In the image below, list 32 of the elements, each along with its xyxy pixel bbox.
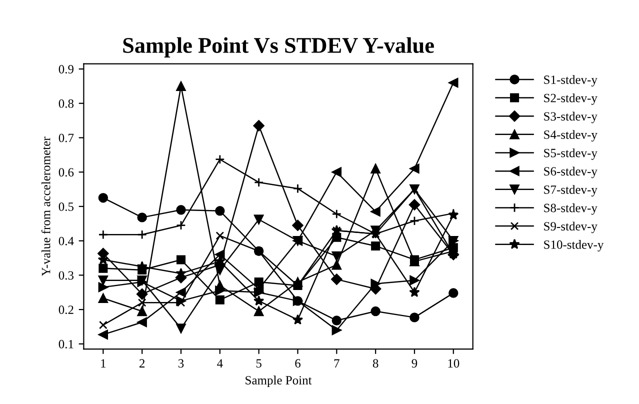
x-tick-label: 9: [412, 359, 418, 368]
x-tick-label: 8: [372, 359, 378, 368]
legend-label: S6-stdev-y: [544, 166, 598, 178]
legend-label: S1-stdev-y: [544, 75, 598, 87]
x-tick-label: 1: [101, 359, 106, 368]
y-tick-label: 0.8: [58, 99, 74, 108]
y-tick-label: 0.5: [58, 202, 74, 211]
x-tick-label: 5: [256, 359, 262, 368]
legend-label: S9-stdev-y: [544, 222, 598, 234]
x-tick-label: 6: [295, 359, 300, 368]
legend-label: S10-stdev-y: [544, 240, 604, 252]
x-tick-label: 4: [217, 359, 223, 368]
legend-label: S5-stdev-y: [544, 148, 598, 160]
x-tick-label: 10: [448, 359, 460, 368]
y-tick-label: 0.1: [58, 340, 74, 348]
x-tick-label: 7: [334, 359, 340, 368]
legend-label: S2-stdev-y: [544, 93, 598, 105]
y-tick-label: 0.7: [58, 134, 74, 142]
legend-label: S8-stdev-y: [544, 203, 598, 215]
x-tick-label: 2: [140, 359, 145, 368]
y-tick-label: 0.4: [58, 236, 74, 246]
legend-label: S7-stdev-y: [544, 185, 598, 196]
y-tick-label: 0.6: [58, 168, 74, 177]
y-tick-label: 0.2: [58, 306, 74, 314]
chart-title: Sample Point Vs STDEV Y-value: [123, 37, 434, 58]
x-tick-label: 3: [178, 359, 184, 368]
y-axis-title: Y-value from accelerometer: [41, 136, 50, 276]
x-axis-title: Sample Point: [246, 376, 312, 388]
legend-label: S3-stdev-y: [544, 112, 598, 124]
y-tick-label: 0.9: [58, 65, 74, 74]
legend-label: S4-stdev-y: [544, 130, 598, 142]
y-tick-label: 0.3: [58, 271, 74, 280]
